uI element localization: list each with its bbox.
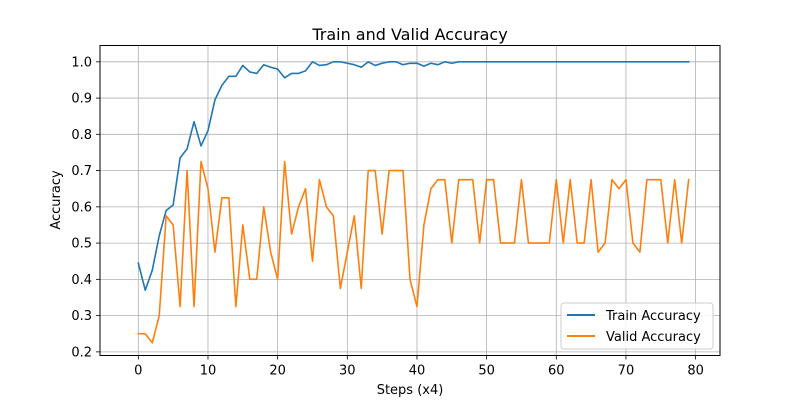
- y-tick-label: 0.4: [71, 273, 92, 288]
- train-accuracy-line: [137, 61, 690, 292]
- y-tick-label: 0.7: [71, 164, 92, 179]
- x-axis-ticks: 0 10 20 30 40 50 60 70 80: [134, 355, 704, 379]
- y-tick-label: 0.3: [71, 309, 92, 324]
- x-tick-label: 60: [548, 364, 565, 379]
- y-tick-label: 0.2: [71, 345, 92, 360]
- y-tick-label: 1.0: [71, 55, 92, 70]
- x-tick-label: 80: [687, 364, 704, 379]
- x-tick-label: 10: [200, 364, 217, 379]
- y-tick-label: 0.8: [71, 128, 92, 143]
- valid-accuracy-line: [137, 160, 690, 344]
- legend-label-valid: Valid Accuracy: [606, 330, 701, 345]
- plot-frame: [99, 45, 721, 356]
- x-tick-label: 70: [618, 364, 635, 379]
- chart-title: Train and Valid Accuracy: [311, 25, 507, 44]
- x-tick-label: 40: [409, 364, 426, 379]
- y-tick-label: 0.9: [71, 92, 92, 107]
- x-tick-label: 0: [134, 364, 142, 379]
- x-axis-label: Steps (x4): [377, 383, 444, 398]
- y-tick-label: 0.6: [71, 200, 92, 215]
- y-axis-label: Accuracy: [49, 170, 64, 230]
- x-tick-label: 30: [339, 364, 356, 379]
- y-axis-ticks: 0.2 0.3 0.4 0.5 0.6 0.7 0.8 0.9 1.0: [71, 55, 100, 360]
- x-tick-label: 50: [478, 364, 495, 379]
- x-tick-label: 20: [269, 364, 286, 379]
- plot-lines: [137, 61, 690, 344]
- legend-box: [560, 302, 714, 350]
- legend: Train Accuracy Valid Accuracy: [560, 302, 714, 350]
- y-tick-label: 0.5: [71, 237, 92, 252]
- legend-label-train: Train Accuracy: [605, 309, 701, 324]
